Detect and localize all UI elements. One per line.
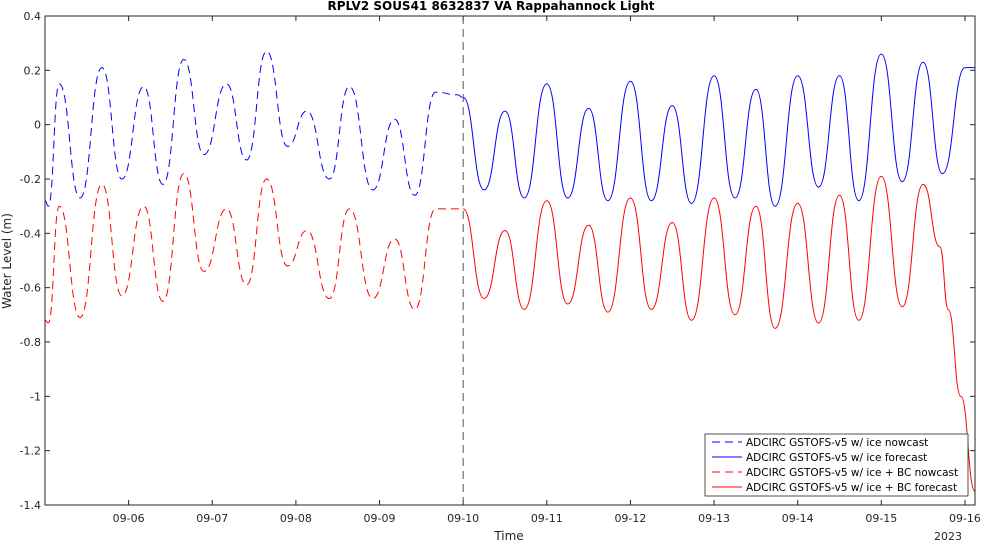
x-tick-label: 09-12: [614, 512, 646, 525]
series-line-4: [462, 175, 976, 492]
y-axis-label: Water Level (m): [0, 213, 14, 309]
series-lines: [44, 50, 976, 492]
x-tick-label: 09-06: [113, 512, 145, 525]
x-tick-label: 09-13: [698, 512, 730, 525]
y-tick-label: 0.4: [24, 10, 42, 23]
legend-entry-label: ADCIRC GSTOFS-v5 w/ ice forecast: [746, 452, 927, 464]
plot-area-frame: [44, 15, 976, 506]
legend-entry-label: ADCIRC GSTOFS-v5 w/ ice + BC nowcast: [746, 467, 958, 479]
series-line-3: [44, 173, 464, 324]
series-line-2: [462, 53, 975, 207]
legend: ADCIRC GSTOFS-v5 w/ ice nowcast ADCIRC GS…: [704, 433, 969, 497]
x-tick-label: 09-08: [280, 512, 312, 525]
x-ticks: 09-06 09-07 09-08 09-09 09-10 09-11 09-12 09-13…: [113, 16, 981, 525]
y-tick-label: -0.6: [20, 282, 41, 295]
legend-entry-label: ADCIRC GSTOFS-v5 w/ ice + BC forecast: [746, 482, 957, 494]
x-tick-label: 09-11: [531, 512, 563, 525]
x-axis-label: Time: [493, 529, 523, 541]
legend-box: [704, 433, 969, 497]
y-tick-label: -1.2: [20, 445, 41, 458]
x-tick-label: 09-16: [949, 512, 981, 525]
y-tick-label: 0: [34, 119, 41, 132]
x-tick-label: 09-14: [782, 512, 814, 525]
chart-title: RPLV2 SOUS41 8632837 VA Rappahannock Lig…: [328, 0, 655, 13]
y-ticks: 0.4 0.2 0 -0.2 -0.4 -0.6 -0.8 -1 -1.2 -1.4: [20, 10, 975, 512]
series-line-1: [44, 50, 464, 207]
y-tick-label: -1.4: [20, 499, 41, 512]
x-tick-label: 09-10: [447, 512, 479, 525]
x-tick-label: 09-15: [865, 512, 897, 525]
x-axis-year-label: 2023: [934, 530, 962, 541]
x-tick-label: 09-09: [364, 512, 396, 525]
y-tick-label: -0.8: [20, 336, 41, 349]
y-tick-label: -0.2: [20, 173, 41, 186]
y-tick-label: 0.2: [24, 64, 42, 77]
x-tick-label: 09-07: [196, 512, 228, 525]
legend-entry-label: ADCIRC GSTOFS-v5 w/ ice nowcast: [746, 437, 928, 449]
y-tick-label: -0.4: [20, 227, 41, 240]
y-tick-label: -1: [30, 390, 41, 403]
